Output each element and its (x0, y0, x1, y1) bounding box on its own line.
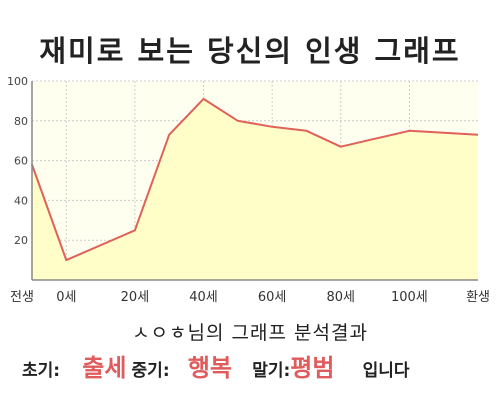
x-tick-label-3: 40세 (189, 290, 218, 305)
result-title: ㅅㅇㅎ님의 그래프 분석결과 (132, 322, 368, 344)
y-tick-label-80: 80 (14, 115, 28, 128)
late-stage-value: 평범 (290, 354, 335, 382)
y-tick-label-20: 20 (14, 234, 28, 247)
series-line (31, 97, 479, 262)
x-tick-label-4: 60세 (258, 290, 287, 305)
y-tick-label-100: 100 (7, 75, 28, 88)
late-stage-label: 말기: (252, 361, 291, 381)
early-stage-label: 초기: (22, 361, 61, 381)
y-tick-label-60: 60 (14, 155, 28, 168)
area-fill (32, 98, 478, 281)
x-tick-labels: 전생 0세 20세 40세 60세 80세 100세 환생 (10, 290, 490, 305)
x-tick-label-1: 0세 (56, 290, 76, 305)
x-tick-label-0: 전생 (10, 290, 34, 305)
x-tick-label-7: 환생 (466, 290, 490, 305)
middle-stage-value: 행복 (187, 354, 232, 382)
middle-stage-label: 중기: (131, 361, 170, 381)
chart-title: 재미로 보는 당신의 인생 그래프 (39, 34, 461, 68)
result-summary: 초기: 출세 중기: 행복 말기:평범 입니다 (22, 348, 492, 383)
result-ending: 입니다 (362, 361, 410, 381)
y-tick-labels: 20 40 60 80 100 (7, 75, 28, 247)
x-tick-label-5: 80세 (327, 290, 356, 305)
x-tick-label-6: 100세 (391, 290, 428, 305)
early-stage-value: 출세 (82, 354, 127, 382)
y-tick-label-40: 40 (14, 194, 28, 207)
x-tick-label-2: 20세 (121, 290, 150, 305)
